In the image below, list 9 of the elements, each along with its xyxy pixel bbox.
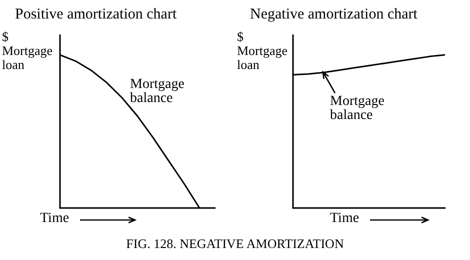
y-axis-title: $ Mortgage loan <box>237 29 288 72</box>
annotation: Mortgage balance <box>330 94 386 123</box>
caption: FIG. 128. NEGATIVE AMORTIZATION <box>125 236 345 252</box>
chart-title: Positive amortization chart <box>15 6 178 22</box>
x-axis-title: Time <box>330 211 360 226</box>
y-axis-title: $ Mortgage loan <box>2 29 53 72</box>
annotation: Mortgage balance <box>130 77 186 106</box>
chart-title: Negative amortization chart <box>250 6 418 22</box>
x-axis-title: Time <box>40 211 70 226</box>
